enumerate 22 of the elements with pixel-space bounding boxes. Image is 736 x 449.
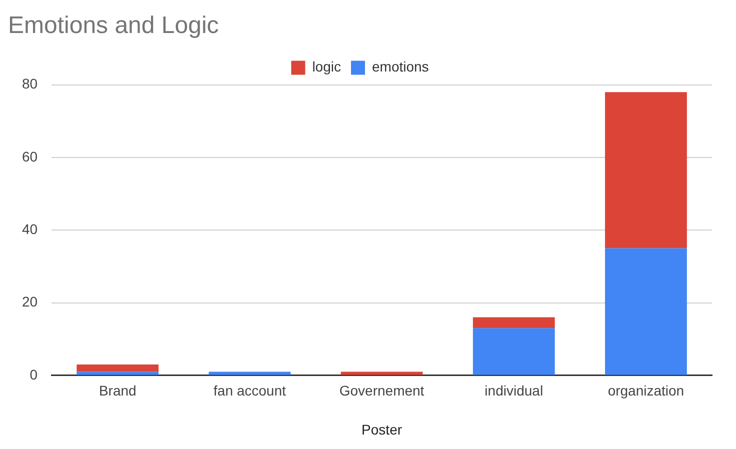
x-tick-label: individual	[484, 382, 544, 399]
bar	[76, 364, 159, 372]
bar	[605, 248, 687, 375]
y-tick-label: 20	[22, 294, 38, 310]
x-tick-label: organization	[608, 382, 684, 399]
bar	[76, 372, 159, 375]
bar	[605, 92, 687, 248]
y-tick-label: 40	[22, 220, 38, 237]
x-tick-label: Governement	[339, 382, 424, 399]
y-tick-label: 0	[30, 366, 38, 382]
x-tick-label: fan account	[214, 382, 286, 399]
legend-label: logic	[312, 58, 341, 75]
x-axis-title: Poster	[362, 421, 402, 438]
x-tick-label: Brand	[98, 382, 136, 399]
y-tick-label: 80	[22, 76, 38, 92]
chart-title: Emotions and Logic	[8, 12, 219, 40]
legend-label: emotions	[372, 58, 429, 75]
y-tick-label: 60	[22, 148, 38, 164]
bar	[208, 372, 291, 375]
bar	[472, 328, 555, 375]
bar	[340, 372, 423, 375]
bar	[472, 317, 555, 328]
